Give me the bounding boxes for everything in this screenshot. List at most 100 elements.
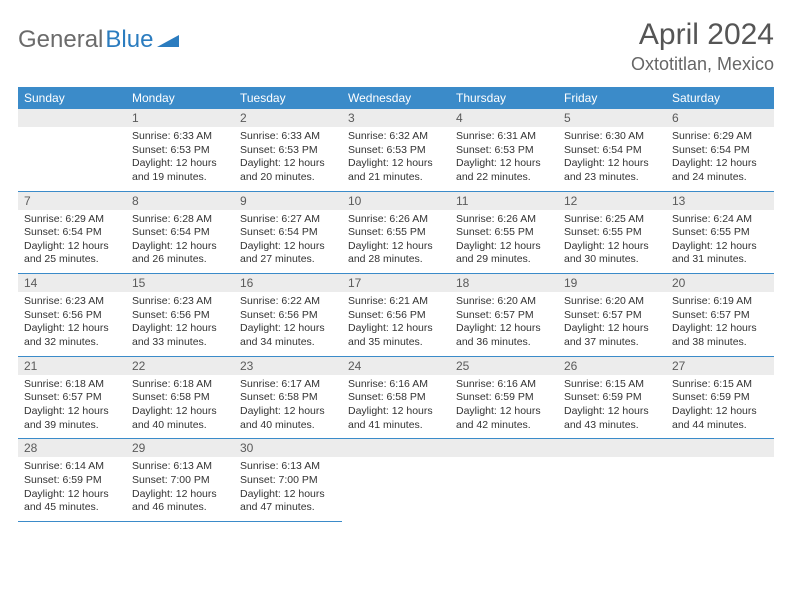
- day-cell: 14Sunrise: 6:23 AMSunset: 6:56 PMDayligh…: [18, 274, 126, 357]
- day-number: 2: [234, 109, 342, 127]
- day-body: Sunrise: 6:29 AMSunset: 6:54 PMDaylight:…: [666, 127, 774, 191]
- day-header-tuesday: Tuesday: [234, 87, 342, 109]
- day-body: Sunrise: 6:29 AMSunset: 6:54 PMDaylight:…: [18, 210, 126, 274]
- day-number-empty: [666, 439, 774, 457]
- week-row: 28Sunrise: 6:14 AMSunset: 6:59 PMDayligh…: [18, 439, 774, 522]
- daylight-line: Daylight: 12 hours and 35 minutes.: [348, 322, 444, 349]
- sunset-line: Sunset: 6:55 PM: [564, 226, 660, 240]
- day-body: Sunrise: 6:23 AMSunset: 6:56 PMDaylight:…: [18, 292, 126, 356]
- day-body: Sunrise: 6:30 AMSunset: 6:54 PMDaylight:…: [558, 127, 666, 191]
- logo-text-2: Blue: [105, 26, 153, 54]
- sunrise-line: Sunrise: 6:24 AM: [672, 213, 768, 227]
- sunset-line: Sunset: 6:54 PM: [672, 144, 768, 158]
- day-cell: 30Sunrise: 6:13 AMSunset: 7:00 PMDayligh…: [234, 439, 342, 522]
- day-number: 14: [18, 274, 126, 292]
- day-header-friday: Friday: [558, 87, 666, 109]
- day-number: 26: [558, 357, 666, 375]
- day-number: 13: [666, 192, 774, 210]
- daylight-line: Daylight: 12 hours and 23 minutes.: [564, 157, 660, 184]
- sunrise-line: Sunrise: 6:26 AM: [456, 213, 552, 227]
- day-number: 18: [450, 274, 558, 292]
- logo-triangle-icon: [157, 26, 179, 54]
- day-body: Sunrise: 6:28 AMSunset: 6:54 PMDaylight:…: [126, 210, 234, 274]
- sunrise-line: Sunrise: 6:33 AM: [132, 130, 228, 144]
- day-number: 19: [558, 274, 666, 292]
- daylight-line: Daylight: 12 hours and 44 minutes.: [672, 405, 768, 432]
- sunset-line: Sunset: 6:53 PM: [456, 144, 552, 158]
- daylight-line: Daylight: 12 hours and 30 minutes.: [564, 240, 660, 267]
- day-cell-empty: [666, 439, 774, 522]
- sunrise-line: Sunrise: 6:16 AM: [456, 378, 552, 392]
- day-header-wednesday: Wednesday: [342, 87, 450, 109]
- day-header-thursday: Thursday: [450, 87, 558, 109]
- day-cell: 18Sunrise: 6:20 AMSunset: 6:57 PMDayligh…: [450, 274, 558, 357]
- day-cell: 27Sunrise: 6:15 AMSunset: 6:59 PMDayligh…: [666, 356, 774, 439]
- daylight-line: Daylight: 12 hours and 38 minutes.: [672, 322, 768, 349]
- sunrise-line: Sunrise: 6:29 AM: [672, 130, 768, 144]
- day-body: Sunrise: 6:27 AMSunset: 6:54 PMDaylight:…: [234, 210, 342, 274]
- sunrise-line: Sunrise: 6:20 AM: [564, 295, 660, 309]
- daylight-line: Daylight: 12 hours and 21 minutes.: [348, 157, 444, 184]
- day-number: 29: [126, 439, 234, 457]
- day-number: 24: [342, 357, 450, 375]
- sunset-line: Sunset: 6:54 PM: [132, 226, 228, 240]
- daylight-line: Daylight: 12 hours and 28 minutes.: [348, 240, 444, 267]
- day-number-empty: [18, 109, 126, 127]
- daylight-line: Daylight: 12 hours and 45 minutes.: [24, 488, 120, 515]
- daylight-line: Daylight: 12 hours and 36 minutes.: [456, 322, 552, 349]
- sunrise-line: Sunrise: 6:14 AM: [24, 460, 120, 474]
- day-cell: 24Sunrise: 6:16 AMSunset: 6:58 PMDayligh…: [342, 356, 450, 439]
- day-number: 15: [126, 274, 234, 292]
- day-number: 8: [126, 192, 234, 210]
- day-cell: 19Sunrise: 6:20 AMSunset: 6:57 PMDayligh…: [558, 274, 666, 357]
- day-body: Sunrise: 6:15 AMSunset: 6:59 PMDaylight:…: [558, 375, 666, 439]
- sunset-line: Sunset: 6:57 PM: [24, 391, 120, 405]
- day-cell: 29Sunrise: 6:13 AMSunset: 7:00 PMDayligh…: [126, 439, 234, 522]
- daylight-line: Daylight: 12 hours and 19 minutes.: [132, 157, 228, 184]
- day-body: Sunrise: 6:33 AMSunset: 6:53 PMDaylight:…: [234, 127, 342, 191]
- day-cell: 8Sunrise: 6:28 AMSunset: 6:54 PMDaylight…: [126, 191, 234, 274]
- daylight-line: Daylight: 12 hours and 26 minutes.: [132, 240, 228, 267]
- day-cell: 22Sunrise: 6:18 AMSunset: 6:58 PMDayligh…: [126, 356, 234, 439]
- sunset-line: Sunset: 6:55 PM: [456, 226, 552, 240]
- day-body: Sunrise: 6:26 AMSunset: 6:55 PMDaylight:…: [342, 210, 450, 274]
- sunset-line: Sunset: 7:00 PM: [240, 474, 336, 488]
- day-body: Sunrise: 6:14 AMSunset: 6:59 PMDaylight:…: [18, 457, 126, 521]
- day-number: 4: [450, 109, 558, 127]
- day-cell-empty: [558, 439, 666, 522]
- day-body: Sunrise: 6:16 AMSunset: 6:59 PMDaylight:…: [450, 375, 558, 439]
- daylight-line: Daylight: 12 hours and 40 minutes.: [132, 405, 228, 432]
- day-body: Sunrise: 6:31 AMSunset: 6:53 PMDaylight:…: [450, 127, 558, 191]
- day-body-empty: [666, 457, 774, 515]
- day-body: Sunrise: 6:24 AMSunset: 6:55 PMDaylight:…: [666, 210, 774, 274]
- sunrise-line: Sunrise: 6:32 AM: [348, 130, 444, 144]
- sunrise-line: Sunrise: 6:20 AM: [456, 295, 552, 309]
- daylight-line: Daylight: 12 hours and 40 minutes.: [240, 405, 336, 432]
- daylight-line: Daylight: 12 hours and 32 minutes.: [24, 322, 120, 349]
- sunrise-line: Sunrise: 6:27 AM: [240, 213, 336, 227]
- sunrise-line: Sunrise: 6:18 AM: [132, 378, 228, 392]
- sunset-line: Sunset: 6:53 PM: [348, 144, 444, 158]
- day-number: 16: [234, 274, 342, 292]
- day-body: Sunrise: 6:23 AMSunset: 6:56 PMDaylight:…: [126, 292, 234, 356]
- sunset-line: Sunset: 6:55 PM: [348, 226, 444, 240]
- sunrise-line: Sunrise: 6:31 AM: [456, 130, 552, 144]
- day-cell: 26Sunrise: 6:15 AMSunset: 6:59 PMDayligh…: [558, 356, 666, 439]
- day-cell: 6Sunrise: 6:29 AMSunset: 6:54 PMDaylight…: [666, 109, 774, 191]
- day-header-saturday: Saturday: [666, 87, 774, 109]
- day-number: 7: [18, 192, 126, 210]
- day-cell: 16Sunrise: 6:22 AMSunset: 6:56 PMDayligh…: [234, 274, 342, 357]
- daylight-line: Daylight: 12 hours and 27 minutes.: [240, 240, 336, 267]
- sunrise-line: Sunrise: 6:17 AM: [240, 378, 336, 392]
- daylight-line: Daylight: 12 hours and 37 minutes.: [564, 322, 660, 349]
- day-number: 25: [450, 357, 558, 375]
- week-row: 1Sunrise: 6:33 AMSunset: 6:53 PMDaylight…: [18, 109, 774, 191]
- sunrise-line: Sunrise: 6:18 AM: [24, 378, 120, 392]
- daylight-line: Daylight: 12 hours and 29 minutes.: [456, 240, 552, 267]
- title-block: April 2024 Oxtotitlan, Mexico: [631, 18, 774, 75]
- sunset-line: Sunset: 6:54 PM: [564, 144, 660, 158]
- day-header-monday: Monday: [126, 87, 234, 109]
- daylight-line: Daylight: 12 hours and 41 minutes.: [348, 405, 444, 432]
- calendar-body: 1Sunrise: 6:33 AMSunset: 6:53 PMDaylight…: [18, 109, 774, 521]
- day-cell: 2Sunrise: 6:33 AMSunset: 6:53 PMDaylight…: [234, 109, 342, 191]
